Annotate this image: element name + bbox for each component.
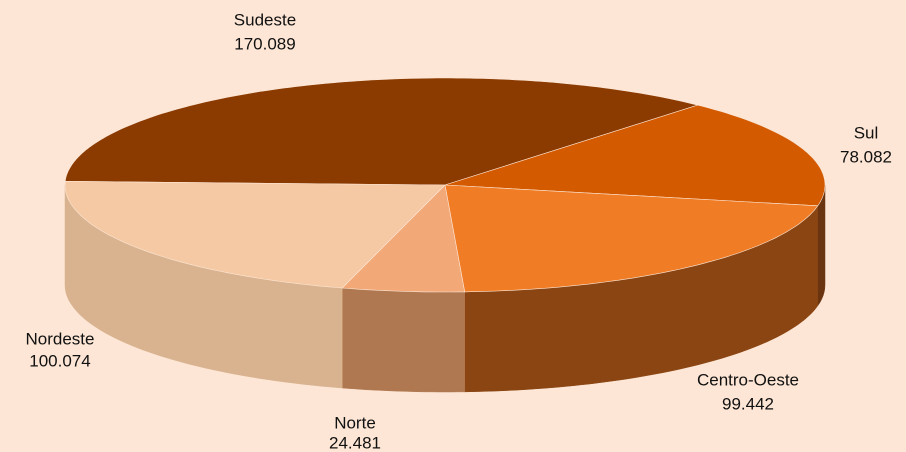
slice-label: Nordeste: [26, 329, 95, 348]
slice-label: Sudeste: [234, 10, 296, 29]
slice-label: Norte: [334, 413, 376, 432]
slice-side: [341, 287, 465, 393]
pie: [64, 77, 826, 393]
slice: [64, 77, 699, 186]
slice-value: 24.481: [329, 433, 381, 452]
slice-value: 99.442: [722, 394, 774, 413]
slice: [444, 104, 826, 207]
slice: [64, 180, 446, 289]
slice-label: Sul: [854, 123, 879, 142]
slice: [341, 184, 466, 293]
slice-label: Centro-Oeste: [697, 370, 799, 389]
slice-value: 100.074: [29, 351, 90, 370]
slice-value: 170.089: [234, 34, 295, 53]
slice: [444, 184, 819, 293]
slice-value: 78.082: [840, 147, 892, 166]
